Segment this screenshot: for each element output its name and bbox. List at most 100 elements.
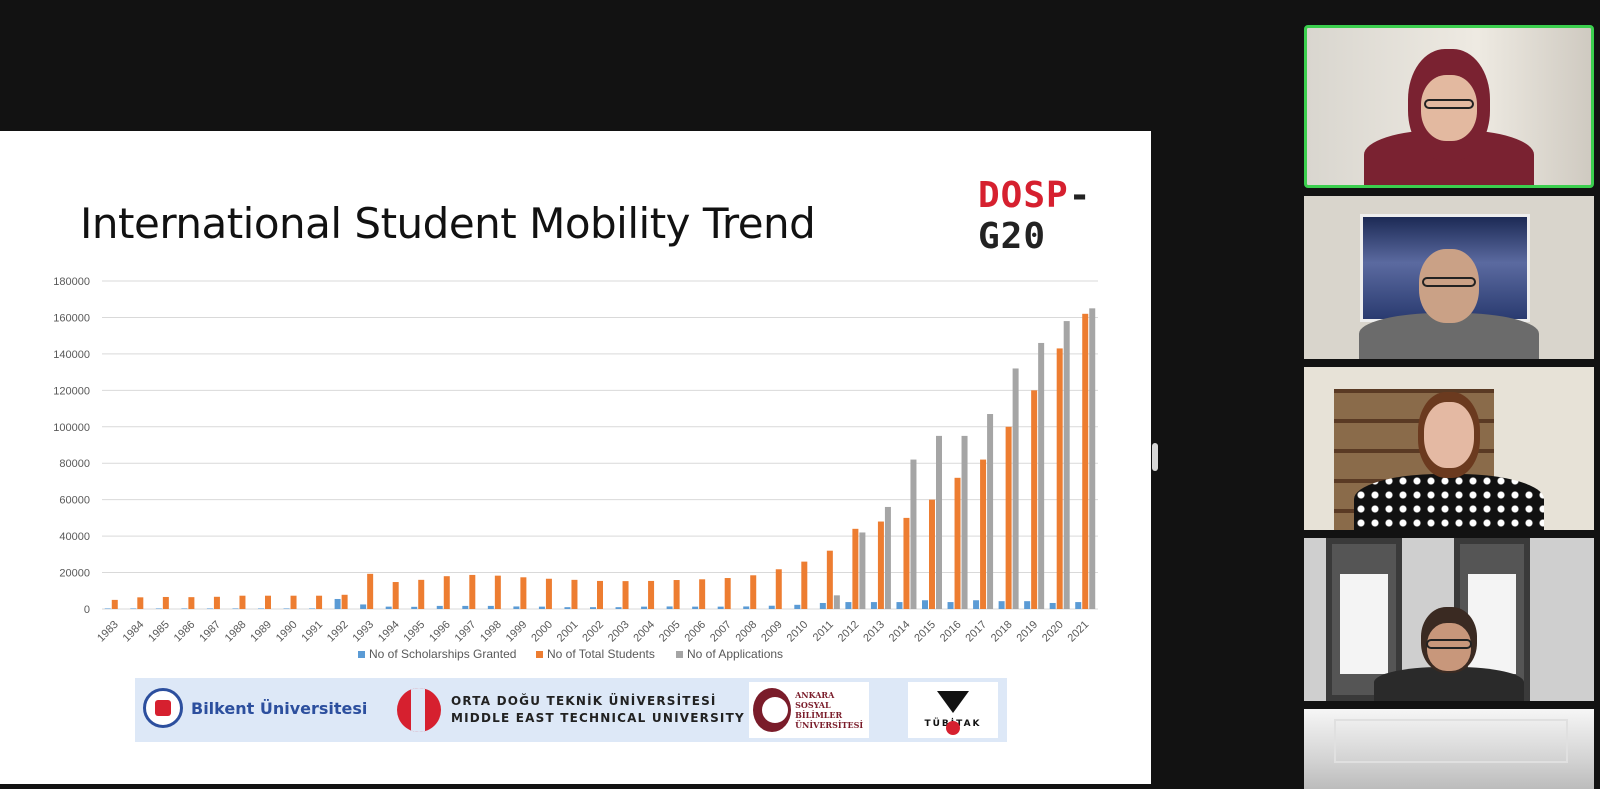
bar-no-of-scholarships-granted [845, 602, 852, 609]
y-tick-label: 0 [84, 604, 90, 616]
bar-no-of-total-students [1031, 390, 1038, 609]
bar-no-of-applications [1012, 368, 1019, 609]
bar-no-of-applications [859, 532, 866, 609]
bar-no-of-scholarships-granted [232, 608, 239, 609]
x-tick-label: 2008 [734, 619, 760, 645]
x-tick-label: 2017 [963, 619, 989, 645]
x-tick-label: 2012 [836, 619, 862, 645]
bilkent-seal-icon [143, 688, 183, 728]
bar-no-of-scholarships-granted [104, 608, 111, 609]
participant-video-tile-1[interactable] [1304, 25, 1594, 188]
bar-no-of-scholarships-granted [513, 606, 520, 609]
x-tick-label: 2006 [682, 619, 708, 645]
bar-no-of-scholarships-granted [590, 607, 596, 609]
x-tick-label: 1992 [325, 619, 351, 645]
y-tick-label: 20000 [59, 568, 90, 580]
bar-no-of-scholarships-granted [1024, 601, 1031, 609]
bar-no-of-applications [961, 435, 968, 609]
bar-no-of-total-students [673, 580, 680, 609]
legend-swatch [676, 651, 683, 658]
bar-no-of-applications [936, 435, 942, 609]
x-tick-label: 2016 [938, 619, 964, 645]
bar-no-of-scholarships-granted [641, 606, 648, 609]
bar-no-of-total-students [162, 596, 169, 609]
bar-no-of-total-students [775, 569, 782, 609]
panel-resize-handle[interactable] [1152, 443, 1158, 471]
brand-part-2: -G20 [978, 175, 1092, 257]
y-tick-label: 140000 [53, 349, 90, 361]
bar-no-of-scholarships-granted [206, 608, 213, 609]
bar-no-of-total-students [877, 521, 884, 609]
bar-no-of-scholarships-granted [973, 600, 980, 609]
bar-no-of-total-students [392, 582, 399, 609]
x-tick-label: 2003 [606, 619, 632, 645]
bar-no-of-applications [987, 414, 994, 609]
brand-part-1: DOSP [978, 175, 1069, 216]
metu-name-en: MIDDLE EAST TECHNICAL UNIVERSITY [451, 711, 745, 725]
x-tick-label: 2011 [811, 619, 836, 644]
x-tick-label: 2020 [1040, 619, 1066, 645]
bar-no-of-total-students [213, 596, 220, 609]
bar-no-of-scholarships-granted [947, 602, 954, 609]
legend-label: No of Scholarships Granted [369, 647, 516, 661]
legend-label: No of Applications [687, 647, 783, 661]
y-tick-label: 180000 [53, 276, 90, 288]
bar-no-of-total-students [622, 581, 629, 609]
metu-mark-icon [397, 688, 441, 732]
legend-swatch [536, 651, 543, 658]
slide-title: International Student Mobility Trend [80, 199, 816, 248]
shared-slide: International Student Mobility Trend DOS… [0, 131, 1151, 784]
bar-no-of-total-students [469, 574, 476, 609]
x-tick-label: 1983 [95, 619, 121, 645]
bar-no-of-scholarships-granted [615, 607, 622, 609]
bar-no-of-scholarships-granted [768, 605, 775, 609]
bar-no-of-total-students [903, 517, 910, 609]
participant-video-tile-5[interactable] [1304, 709, 1594, 789]
bar-no-of-total-students [954, 477, 961, 609]
participant-avatar [1354, 380, 1544, 530]
x-tick-label: 2015 [912, 619, 938, 645]
bar-no-of-scholarships-granted [411, 606, 418, 609]
bar-no-of-scholarships-granted [794, 604, 801, 609]
bar-no-of-scholarships-granted [922, 600, 928, 609]
y-tick-label: 40000 [59, 531, 90, 543]
bar-no-of-scholarships-granted [743, 606, 750, 609]
bilkent-logo: Bilkent Üniversitesi [143, 688, 367, 728]
bar-no-of-total-students [290, 595, 297, 609]
x-tick-label: 1996 [427, 619, 453, 645]
bar-no-of-total-students [571, 579, 578, 609]
legend-label: No of Total Students [547, 647, 655, 661]
participant-video-tile-4[interactable] [1304, 538, 1594, 701]
participant-video-tile-2[interactable] [1304, 196, 1594, 359]
x-tick-label: 1994 [376, 619, 402, 645]
x-tick-label: 2004 [631, 619, 657, 645]
x-tick-label: 1985 [146, 619, 172, 645]
bar-no-of-total-students [826, 550, 833, 609]
asbu-line-2: SOSYAL BİLİMLER [795, 700, 843, 720]
bar-no-of-total-students [265, 595, 271, 609]
ceiling-panel [1334, 719, 1568, 763]
y-tick-label: 80000 [59, 458, 90, 470]
x-tick-label: 1986 [172, 619, 198, 645]
x-tick-label: 2001 [555, 619, 581, 645]
bar-no-of-scholarships-granted [1049, 602, 1056, 609]
bar-no-of-total-students [316, 595, 323, 609]
bar-no-of-scholarships-granted [462, 605, 469, 609]
bar-no-of-scholarships-granted [717, 606, 724, 609]
bar-no-of-total-students [1005, 426, 1012, 609]
x-tick-label: 2013 [861, 619, 887, 645]
y-tick-label: 100000 [53, 422, 90, 434]
participant-video-tile-3[interactable] [1304, 367, 1594, 530]
bar-no-of-total-students [699, 579, 706, 609]
bar-no-of-applications [884, 506, 891, 609]
y-tick-label: 60000 [59, 495, 90, 507]
x-tick-label: 2009 [759, 619, 785, 645]
tubitak-logo: TÜBİTAK [908, 682, 998, 738]
bar-no-of-total-students [1056, 348, 1063, 609]
x-tick-label: 2010 [785, 619, 811, 645]
x-tick-label: 2005 [657, 619, 683, 645]
bar-no-of-total-students [801, 561, 808, 609]
sponsor-logo-bar: Bilkent Üniversitesi ORTA DOĞU TEKNİK ÜN… [135, 678, 1007, 742]
x-tick-label: 1995 [402, 619, 428, 645]
bar-no-of-applications [910, 459, 917, 609]
